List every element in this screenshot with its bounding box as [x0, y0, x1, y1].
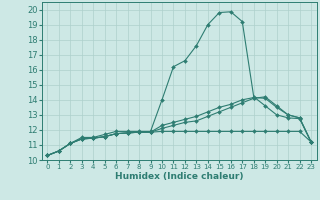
X-axis label: Humidex (Indice chaleur): Humidex (Indice chaleur)	[115, 172, 244, 181]
